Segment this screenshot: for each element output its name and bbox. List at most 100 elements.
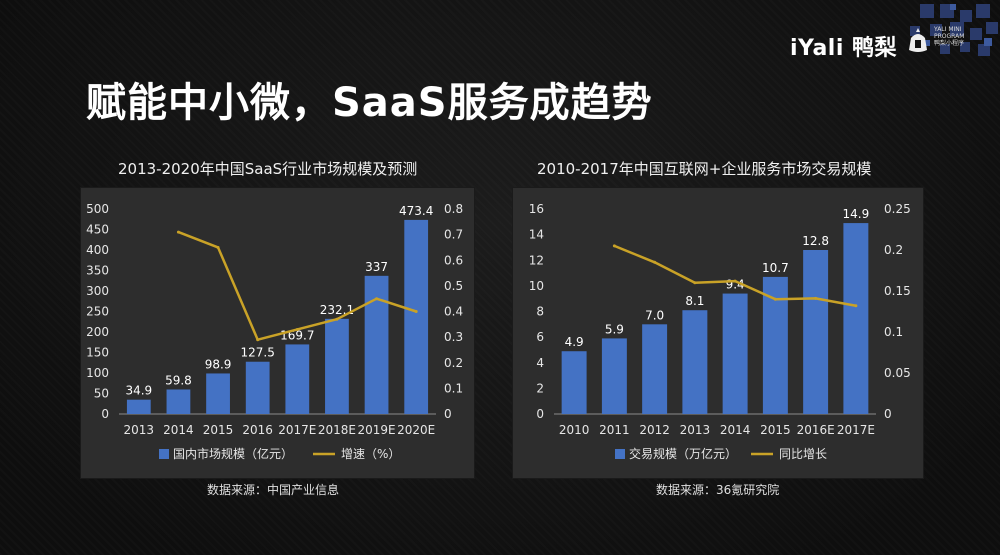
mini-program-logo-icon (909, 28, 927, 52)
x-tick-label: 2019E (358, 423, 396, 437)
x-tick-label: 2016 (242, 423, 273, 437)
y-left-tick-label: 500 (86, 202, 109, 216)
x-tick-label: 2013 (124, 423, 155, 437)
legend-line-label: 增速（%） (341, 447, 400, 461)
bar (364, 275, 389, 414)
legend-bar-label: 交易规模（万亿元） (629, 446, 737, 461)
bar (245, 361, 270, 414)
growth-line-point (414, 310, 418, 313)
growth-line-point (295, 327, 299, 331)
bar (682, 310, 708, 414)
y-left-tick-label: 350 (86, 264, 109, 278)
bar (206, 373, 230, 414)
bar (126, 399, 151, 414)
growth-line-point (256, 338, 260, 342)
growth-line-point (814, 296, 818, 300)
y-left-tick-label: 400 (86, 243, 109, 257)
bar-data-label: 8.1 (685, 294, 704, 308)
y-right-tick-label: 0.3 (444, 330, 463, 344)
growth-line-point (375, 297, 379, 301)
y-right-tick-label: 0.15 (884, 284, 911, 298)
y-right-tick-label: 0.2 (884, 243, 903, 257)
chart-1-svg: 0 50 100 150 200 250 300 350 400 450 500 0 0.1 0.2 0.3… (86, 202, 463, 461)
bar (843, 223, 869, 414)
y-left-tick-label: 14 (529, 228, 544, 242)
y-left-tick-label: 50 (94, 387, 109, 401)
y-left-tick-label: 16 (529, 202, 544, 216)
chart-2-source: 数据来源：36氪研究院 (656, 483, 780, 497)
chart-2-svg: 0 2 4 6 8 10 12 14 16 0 0.05 0.1 0.15 0.2 0.25 4.9 2010 5… (529, 202, 911, 461)
y-right-tick-label: 0.4 (444, 305, 463, 319)
x-tick-label: 2014 (720, 423, 751, 437)
y-left-tick-label: 0 (101, 407, 109, 421)
y-left-tick-label: 0 (536, 407, 544, 421)
y-right-tick-label: 0 (444, 407, 452, 421)
legend-bar-label: 国内市场规模（亿元） (173, 446, 293, 461)
bar (285, 344, 310, 414)
bar (642, 324, 668, 414)
mini-program-label: YALI MINI PROGRAM 鸭梨小程序 (934, 26, 964, 47)
bar (166, 389, 191, 414)
bar (803, 250, 829, 414)
growth-line-point (612, 244, 616, 248)
y-right-tick-label: 0.7 (444, 228, 463, 242)
x-tick-label: 2020E (397, 423, 435, 437)
growth-line-point (653, 260, 657, 264)
x-tick-label: 2012 (639, 423, 670, 437)
legend-bar-swatch (159, 449, 169, 459)
chart-2-title: 2010-2017年中国互联网+企业服务市场交易规模 (537, 160, 872, 178)
x-tick-label: 2015 (203, 423, 234, 437)
y-right-tick-label: 0.1 (444, 381, 463, 395)
x-tick-label: 2017E (278, 423, 316, 437)
bar-data-label: 232.1 (320, 303, 354, 317)
growth-line-point (773, 297, 777, 301)
y-left-tick-label: 300 (86, 284, 109, 298)
y-right-tick-label: 0.6 (444, 253, 463, 267)
x-tick-label: 2015 (760, 423, 791, 437)
y-right-tick-label: 0 (884, 407, 892, 421)
growth-line-point (335, 317, 339, 321)
y-left-tick-label: 12 (529, 253, 544, 267)
bar (404, 219, 429, 414)
legend-line-label: 同比增长 (779, 447, 827, 461)
bar-data-label: 98.9 (205, 357, 232, 371)
y-left-tick-label: 6 (536, 330, 544, 344)
y-right-tick-label: 0.8 (444, 202, 463, 216)
bar-data-label: 59.8 (165, 373, 192, 387)
growth-line-point (733, 279, 737, 283)
x-tick-label: 2016E (797, 423, 835, 437)
y-right-tick-label: 0.05 (884, 366, 911, 380)
y-right-tick-label: 0.1 (884, 325, 903, 339)
y-left-tick-label: 450 (86, 223, 109, 237)
bar-data-label: 7.0 (645, 308, 664, 322)
y-right-tick-label: 0.2 (444, 356, 463, 370)
x-tick-label: 2010 (559, 423, 590, 437)
brand-name: iYali 鸭梨 (790, 36, 898, 61)
bar-data-label: 5.9 (605, 322, 624, 336)
bar-data-label: 4.9 (565, 335, 584, 349)
y-left-tick-label: 10 (529, 279, 544, 293)
x-tick-label: 2011 (599, 423, 630, 437)
brand-logo: iYali 鸭梨 (790, 30, 897, 62)
mini-program-line: 鸭梨小程序 (934, 40, 965, 47)
y-left-tick-label: 4 (536, 356, 544, 370)
bar-data-label: 12.8 (802, 234, 829, 248)
x-tick-label: 2013 (680, 423, 711, 437)
bar-data-label: 473.4 (399, 204, 433, 218)
decorative-squares (910, 4, 998, 56)
x-tick-label: 2014 (163, 423, 194, 437)
y-left-tick-label: 8 (536, 305, 544, 319)
mini-program-line: YALI MINI (934, 26, 962, 33)
chart-2-panel: 0 2 4 6 8 10 12 14 16 0 0.05 0.1 0.15 0.2 0.25 4.9 2010 5… (512, 187, 924, 479)
bar-data-label: 10.7 (762, 261, 789, 275)
y-left-tick-label: 200 (86, 325, 109, 339)
x-tick-label: 2017E (837, 423, 875, 437)
bar (722, 293, 748, 414)
growth-line-point (854, 304, 858, 308)
y-right-tick-label: 0.25 (884, 202, 911, 216)
page-title: 赋能中小微，SaaS服务成趋势 (86, 80, 653, 126)
bar-data-label: 127.5 (241, 346, 275, 360)
chart-1-panel: 0 50 100 150 200 250 300 350 400 450 500 0 0.1 0.2 0.3… (80, 187, 475, 479)
legend-bar-swatch (615, 449, 625, 459)
bar (325, 318, 349, 414)
